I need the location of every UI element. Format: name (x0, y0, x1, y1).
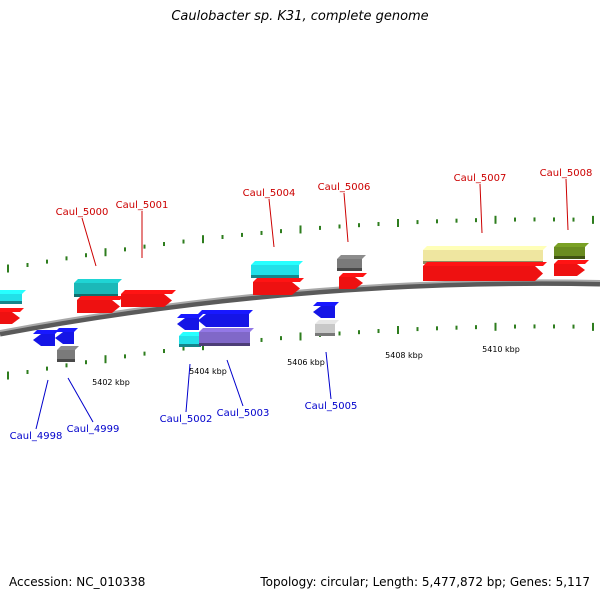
map-title: Caulobacter sp. K31, complete genome (171, 9, 429, 24)
cds-forward-top (121, 290, 176, 294)
cds-reverse-top (33, 330, 59, 334)
cds-reverse-top (313, 302, 339, 306)
gene-label-caul-5007: Caul_5007 (454, 173, 507, 184)
leader-line (67, 377, 94, 423)
feature-lightgray-top (315, 320, 339, 324)
cds-reverse (55, 332, 74, 344)
cds-reverse (198, 314, 249, 327)
cds-forward-top (0, 308, 24, 312)
cds-reverse (313, 306, 335, 318)
gene-label-caul-5006: Caul_5006 (318, 182, 371, 193)
cds-forward-top (77, 296, 124, 300)
leader-line (268, 198, 275, 248)
gene-label-caul-5002: Caul_5002 (160, 414, 213, 425)
cds-forward (339, 277, 363, 289)
feature-cyan-shade (0, 301, 22, 304)
feature-gray-shade (337, 268, 362, 271)
gene-label-caul-5000: Caul_5000 (56, 207, 109, 218)
axis-label: 5406 kbp (287, 358, 325, 367)
feature-lightgray-shade (315, 333, 335, 336)
feature-purple-shade (199, 343, 250, 346)
feature-purple (199, 332, 250, 346)
gene-label-caul-5008: Caul_5008 (540, 168, 593, 179)
feature-cyan (0, 294, 22, 304)
feature-cyan-shade (251, 275, 299, 278)
cds-forward (253, 282, 300, 295)
cds-reverse-top (177, 314, 203, 318)
feature-olive-top (554, 243, 589, 247)
cds-reverse-top (55, 328, 78, 332)
cds-forward (423, 266, 543, 281)
accession-text: Accession: NC_010338 (9, 575, 146, 589)
cds-forward (0, 312, 20, 324)
feature-purple-top (199, 328, 254, 332)
axis-label: 5410 kbp (482, 345, 520, 354)
backbone-shadow (0, 280, 600, 337)
leader-line (565, 178, 569, 231)
feature-cyan (251, 265, 299, 278)
axis-label: 5404 kbp (189, 367, 227, 376)
gene-label-caul-5005: Caul_5005 (305, 401, 358, 412)
feature-khaki-top (423, 246, 547, 250)
feature-khaki (423, 250, 543, 264)
gene-label-caul-5001: Caul_5001 (116, 200, 169, 211)
axis-label: 5402 kbp (92, 378, 130, 387)
feature-olive-shade (554, 256, 585, 259)
leader-line (479, 183, 483, 234)
feature-gray-top (337, 255, 366, 259)
cds-reverse-top (198, 310, 253, 314)
cds-forward (77, 300, 120, 313)
feature-gray-shade (57, 359, 75, 362)
cds-forward-top (554, 260, 589, 264)
feature-cyan-top (179, 332, 205, 336)
cds-forward-top (423, 262, 547, 266)
leader-line (35, 379, 49, 430)
cds-reverse (33, 334, 55, 346)
feature-cyan (179, 336, 201, 347)
feature-cyan-shade (179, 344, 201, 347)
feature-cyan-top (0, 290, 26, 294)
cds-forward (554, 264, 585, 276)
feature-gray-top (57, 346, 79, 350)
gene-label-caul-5004: Caul_5004 (243, 188, 296, 199)
gene-label-caul-5003: Caul_5003 (217, 408, 270, 419)
cds-reverse (177, 318, 199, 330)
feature-teal-top (74, 279, 122, 283)
leader-line (325, 351, 332, 400)
feature-teal-shade (74, 294, 118, 297)
topology-text: Topology: circular; Length: 5,477,872 bp… (260, 575, 590, 589)
cds-forward (121, 294, 172, 307)
gene-label-caul-4999: Caul_4999 (67, 424, 120, 435)
leader-line (226, 359, 244, 407)
leader-line (185, 363, 191, 413)
cds-forward-top (339, 273, 367, 277)
feature-teal (74, 283, 118, 297)
gene-label-caul-4998: Caul_4998 (10, 431, 63, 442)
feature-cyan-top (251, 261, 303, 265)
leader-line (343, 192, 349, 243)
cds-forward-top (253, 278, 304, 282)
leader-line (81, 217, 97, 267)
axis-label: 5408 kbp (385, 351, 423, 360)
